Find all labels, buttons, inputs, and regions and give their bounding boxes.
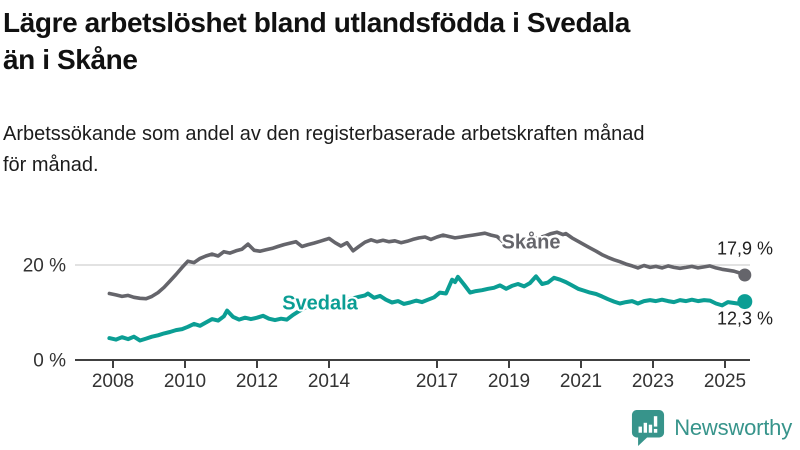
title-line-1: Lägre arbetslöshet bland utlandsfödda i … bbox=[3, 7, 630, 38]
chart-subtitle: Arbetssökande som andel av den registerb… bbox=[3, 119, 788, 181]
x-axis-tick-label: 2012 bbox=[236, 371, 278, 392]
title-line-2: än i Skåne bbox=[3, 44, 138, 75]
line-skåne bbox=[107, 230, 747, 301]
y-axis-tick-label: 20 % bbox=[23, 256, 66, 277]
x-axis-tick-label: 2010 bbox=[164, 371, 206, 392]
end-value-label-skane: 17,9 % bbox=[716, 238, 773, 259]
line-svedala bbox=[107, 274, 747, 343]
x-axis-tick-label: 2019 bbox=[488, 371, 530, 392]
newsworthy-logo-text: Newsworthy bbox=[674, 415, 792, 440]
x-axis-tick-label: 2017 bbox=[416, 371, 458, 392]
end-dot-svedala bbox=[737, 294, 753, 310]
x-axis-tick-label: 2014 bbox=[308, 371, 351, 392]
x-axis-tick-label: 2008 bbox=[92, 371, 134, 392]
x-axis-tick-label: 2025 bbox=[704, 371, 746, 392]
series-label-svedala: Svedala bbox=[282, 292, 358, 315]
x-axis-tick-label: 2023 bbox=[632, 371, 674, 392]
page-title: Lägre arbetslöshet bland utlandsfödda i … bbox=[3, 4, 783, 78]
series-label-skane: Skåne bbox=[501, 231, 561, 254]
newsworthy-logo: Newsworthy bbox=[631, 409, 792, 447]
x-axis-tick-label: 2021 bbox=[560, 371, 602, 392]
subtitle-line-2: för månad. bbox=[3, 154, 99, 176]
end-value-label-svedala: 12,3 % bbox=[716, 308, 773, 329]
subtitle-line-1: Arbetssökande som andel av den registerb… bbox=[3, 123, 645, 145]
end-dot-skåne bbox=[738, 268, 752, 282]
y-axis-tick-label: 0 % bbox=[33, 351, 66, 372]
speech-bubble-bar-chart-icon bbox=[632, 410, 665, 446]
